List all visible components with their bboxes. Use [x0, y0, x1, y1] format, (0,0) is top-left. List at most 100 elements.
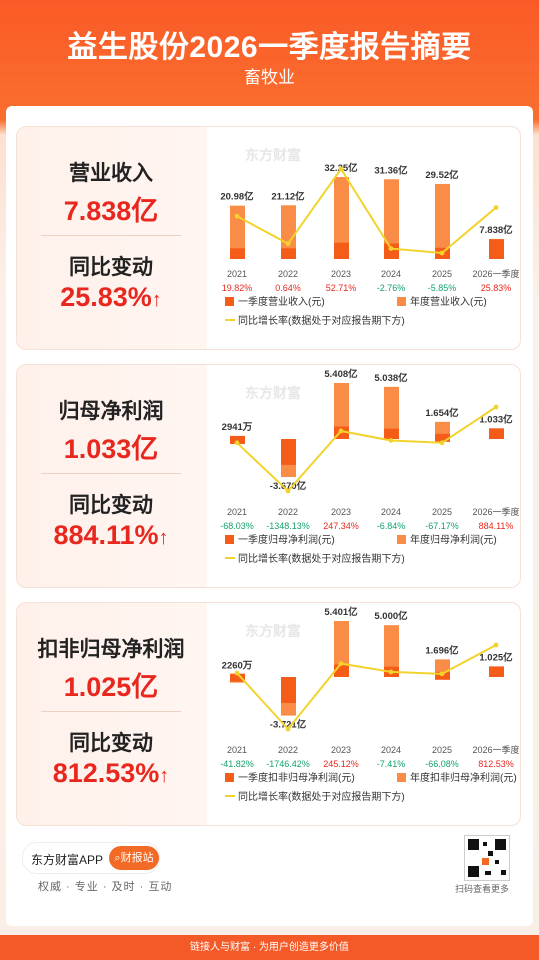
legend-quarter-swatch [225, 773, 234, 782]
quarter-bar [435, 433, 450, 442]
growth-line [236, 406, 497, 493]
net-profit-chart: 东方财富 2941万 2021 -68.03% -3.670亿 2022 -1348.13%… [207, 365, 520, 587]
growth-point [493, 205, 499, 210]
category-label: 2026一季度 [472, 506, 519, 517]
revenue-card: 营业收入 7.838亿 同比变动 25.83%↑ 东方财富 20.98亿 2021 1… [16, 126, 521, 350]
legend-quarter-swatch [225, 535, 234, 544]
deducted-profit-chart-svg: 东方财富 2260万 2021 -41.82% -3.721亿 2022 -1746.42%… [220, 606, 519, 803]
category-label: 2023 [331, 507, 351, 517]
change-label: 同比变动 [69, 256, 153, 279]
metric-label: 扣非归母净利润 [37, 638, 185, 661]
revenue-summary: 营业收入 7.838亿 同比变动 25.83%↑ [17, 127, 205, 349]
growth-point [234, 440, 240, 446]
qr-code-pattern [468, 839, 506, 877]
quarter-bar [230, 248, 245, 259]
quarter-bar [489, 428, 504, 439]
growth-point [388, 669, 394, 675]
quarter-bar [384, 243, 399, 259]
legend-growth-label: 同比增长率(数据处于对应报告期下方) [238, 552, 405, 565]
value-label: 29.52亿 [425, 169, 459, 181]
up-arrow-icon: ↑ [159, 765, 170, 787]
quarter-bar [230, 673, 245, 682]
legend-growth-label: 同比增长率(数据处于对应报告期下方) [238, 314, 405, 327]
header: 益生股份2026一季度报告摘要 畜牧业 [0, 0, 539, 120]
deducted-profit-card: 扣非归母净利润 1.025亿 同比变动 812.53%↑ 东方财富 2260万 20… [16, 602, 521, 826]
growth-point [388, 246, 394, 251]
revenue-chart-svg: 东方财富20.98亿202119.82%21.12亿20220.64%32.25… [220, 147, 519, 327]
category-label: 2021 [227, 507, 247, 517]
category-label: 2026一季度 [472, 744, 519, 755]
growth-point [493, 404, 499, 410]
growth-point [439, 440, 445, 446]
change-value: 25.83%↑ [60, 282, 162, 312]
annual-bar [384, 386, 399, 439]
value-label: 5.408亿 [324, 368, 358, 380]
divider [41, 235, 181, 236]
legend-annual-label: 年度扣非归母净利润(元) [410, 771, 517, 784]
change-value: 812.53%↑ [52, 758, 170, 788]
growth-label: -7.41% [377, 759, 406, 769]
annual-bar [435, 183, 450, 259]
value-label: 21.12亿 [271, 190, 305, 202]
growth-point [234, 213, 240, 219]
value-label: 5.401亿 [324, 606, 358, 618]
value-label: 7.838亿 [479, 224, 513, 236]
change-label: 同比变动 [69, 494, 153, 517]
growth-line [236, 644, 497, 731]
growth-line [236, 167, 497, 255]
quarter-bar [281, 677, 296, 703]
category-label: 2022 [278, 507, 298, 517]
metric-label: 归母净利润 [58, 400, 164, 423]
growth-label: -67.17% [425, 521, 459, 531]
value-label: 2260万 [222, 661, 253, 672]
growth-label: 19.82% [222, 283, 253, 293]
value-label: 1.654亿 [425, 407, 459, 419]
growth-point [234, 670, 240, 676]
annual-bar [334, 383, 349, 439]
divider [41, 473, 181, 474]
annual-bar [281, 205, 296, 259]
category-label: 2021 [227, 745, 247, 755]
growth-point [285, 726, 291, 732]
growth-label: 247.34% [323, 521, 359, 531]
quarter-bar [281, 248, 296, 259]
quarter-bar [489, 666, 504, 677]
qr-caption: 扫码查看更多 [455, 884, 510, 894]
up-arrow-icon: ↑ [151, 289, 162, 311]
annual-bar [384, 625, 399, 677]
growth-point [338, 661, 344, 667]
report-station-button[interactable]: ⌕财报站 [109, 846, 159, 870]
legend-growth-label: 同比增长率(数据处于对应报告期下方) [238, 790, 405, 803]
value-label: 1.696亿 [425, 644, 459, 656]
growth-point [439, 671, 445, 677]
watermark-text: 东方财富 [245, 385, 301, 401]
growth-point [493, 642, 499, 648]
search-icon: ⌕ [114, 852, 121, 864]
deducted-profit-summary: 扣非归母净利润 1.025亿 同比变动 812.53%↑ [17, 603, 205, 825]
watermark-text: 东方财富 [245, 623, 301, 639]
growth-label: 25.83% [481, 283, 512, 293]
growth-label: -2.76% [377, 283, 406, 293]
legend-annual-label: 年度归母净利润(元) [410, 533, 497, 546]
legend-quarter-label: 一季度营业收入(元) [238, 295, 325, 308]
app-search-bar[interactable]: 东方财富APP ⌕财报站 [22, 842, 160, 874]
watermark-text: 东方财富 [245, 147, 301, 163]
value-label: 31.36亿 [374, 164, 408, 176]
value-label: 5.000亿 [374, 610, 408, 622]
deducted-profit-chart: 东方财富 2260万 2021 -41.82% -3.721亿 2022 -1746.42%… [207, 603, 520, 825]
change-label: 同比变动 [69, 732, 153, 755]
qr-code-icon[interactable] [464, 835, 510, 881]
growth-label: 884.11% [479, 521, 514, 531]
up-arrow-icon: ↑ [158, 527, 169, 549]
growth-label: -41.82% [220, 759, 254, 769]
category-label: 2025 [432, 745, 452, 755]
category-label: 2022 [278, 269, 298, 279]
industry-subtitle: 畜牧业 [244, 68, 295, 87]
value-label: 1.033亿 [479, 413, 513, 425]
value-label: 2941万 [222, 422, 253, 433]
category-label: 2024 [381, 745, 401, 755]
metric-value: 1.033亿 [63, 434, 159, 464]
growth-point [338, 166, 344, 172]
growth-label: -66.08% [425, 759, 459, 769]
